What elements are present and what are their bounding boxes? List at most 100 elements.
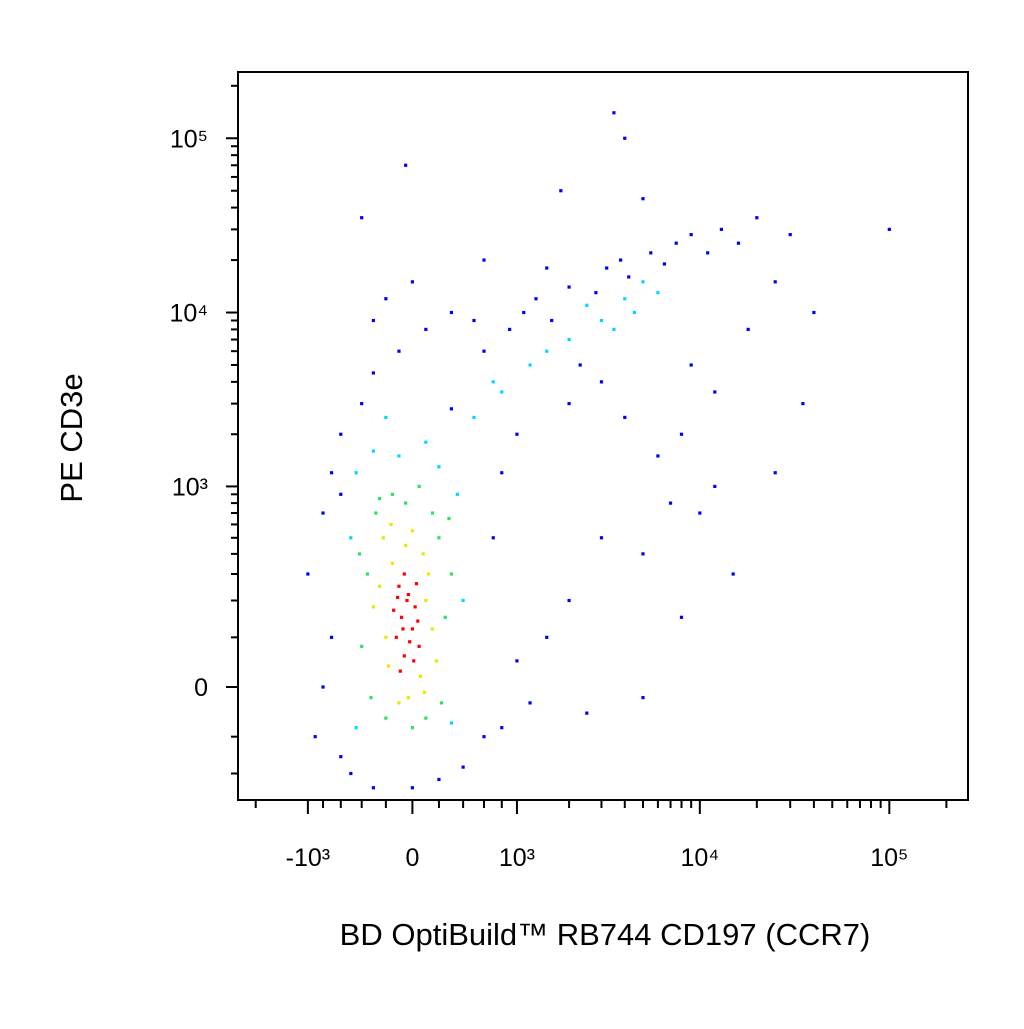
point [482, 258, 486, 262]
point [662, 262, 667, 266]
point [390, 492, 394, 496]
point [408, 640, 412, 644]
point [449, 407, 454, 411]
x-tick-label: 10⁵ [870, 844, 908, 872]
point [788, 233, 792, 237]
point [421, 552, 425, 556]
point [410, 529, 415, 533]
point [599, 536, 604, 540]
x-axis-label: BD OptiBuild™ RB744 CD197 (CCR7) [340, 917, 871, 952]
point [360, 644, 364, 648]
point [410, 627, 415, 631]
point [371, 449, 375, 453]
point [656, 291, 660, 295]
point [396, 595, 400, 600]
point [447, 516, 451, 521]
point [641, 197, 645, 201]
point [384, 297, 388, 301]
point [528, 363, 532, 367]
point [339, 492, 343, 496]
point [410, 726, 415, 730]
point [386, 664, 391, 668]
point [746, 327, 750, 332]
point [437, 536, 441, 540]
point [567, 285, 571, 289]
point [402, 654, 406, 658]
x-tick-label: 0 [405, 844, 419, 872]
point [649, 251, 653, 255]
point [397, 701, 401, 705]
point [404, 501, 408, 505]
x-tick-label: 10³ [499, 844, 535, 872]
point [369, 696, 373, 700]
point [482, 735, 486, 739]
point [594, 291, 598, 295]
point [360, 402, 364, 406]
point [413, 605, 417, 609]
point [417, 484, 421, 489]
point [371, 605, 375, 609]
point [406, 592, 410, 597]
point [550, 318, 554, 323]
point [390, 561, 394, 565]
y-tick-label: 10⁵ [170, 125, 208, 153]
point [612, 327, 616, 332]
point [545, 635, 549, 639]
point [371, 371, 375, 375]
point [599, 318, 604, 323]
point [567, 402, 571, 406]
point [414, 582, 419, 586]
point [394, 635, 398, 639]
point [349, 771, 353, 776]
point [585, 711, 589, 715]
point [801, 402, 805, 406]
x-tick-label: -10³ [286, 844, 330, 872]
point [619, 258, 623, 262]
point [405, 598, 409, 603]
point [354, 471, 358, 475]
point [321, 685, 325, 689]
point [426, 572, 431, 576]
point [713, 390, 717, 394]
point [401, 627, 405, 631]
point [773, 471, 777, 475]
point [641, 696, 645, 700]
point [515, 432, 519, 436]
point [437, 777, 441, 782]
point [500, 726, 504, 730]
point [599, 380, 604, 384]
point [417, 644, 421, 648]
point [384, 716, 388, 720]
y-tick-label: 0 [194, 674, 208, 702]
point [424, 598, 428, 603]
point [418, 674, 423, 678]
point [534, 297, 538, 301]
point [416, 619, 420, 623]
y-axis-label: PE CD3e [54, 373, 89, 502]
point [424, 327, 428, 332]
point [585, 303, 589, 307]
point [623, 415, 627, 419]
point [887, 227, 891, 231]
x-tick-label: 10⁴ [681, 844, 720, 872]
point [339, 755, 343, 759]
point [402, 572, 406, 576]
point [439, 701, 444, 705]
point [605, 266, 609, 270]
point [719, 227, 723, 231]
point [437, 465, 441, 469]
point [812, 310, 816, 315]
point [515, 659, 519, 663]
point [698, 511, 702, 515]
point [656, 454, 660, 458]
point [377, 496, 382, 501]
point [434, 659, 438, 663]
point [397, 349, 401, 353]
y-tick-label: 10⁴ [169, 300, 208, 328]
point [404, 163, 408, 167]
point [623, 297, 627, 301]
point [406, 696, 410, 700]
point [545, 266, 549, 270]
point [384, 415, 388, 419]
